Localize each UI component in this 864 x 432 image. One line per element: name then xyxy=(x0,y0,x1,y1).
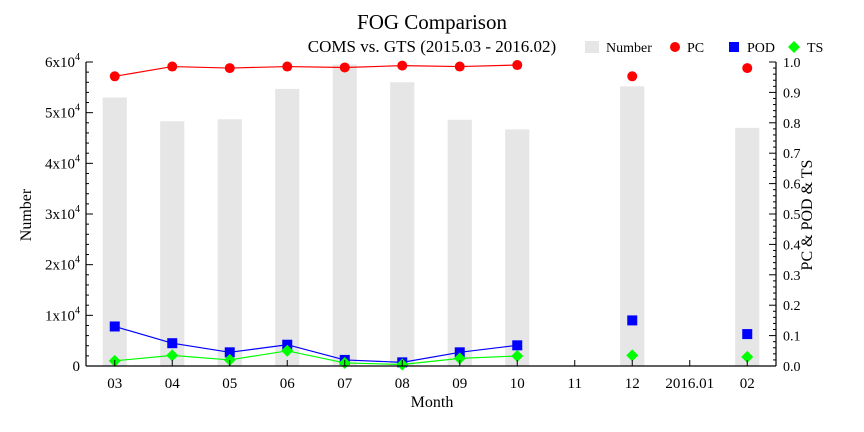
point-pod-10 xyxy=(512,340,523,351)
chart-subtitle: COMS vs. GTS (2015.03 - 2016.02) xyxy=(308,37,556,56)
point-ts-06 xyxy=(281,344,294,357)
tick-labels: 0 1x104 2x104 3x104 4x104 5x104 6x104 0.0 0.1 0.2… xyxy=(45,52,801,392)
point-pod-03 xyxy=(109,321,120,332)
marker-series xyxy=(108,60,754,371)
x-tick-label: 10 xyxy=(510,376,525,392)
point-pc-02 xyxy=(742,63,753,74)
line-ts xyxy=(114,350,518,366)
line-series xyxy=(114,64,518,366)
point-pc-03 xyxy=(109,71,120,82)
y-right-tick-label: 0.9 xyxy=(783,86,801,101)
point-pod-06 xyxy=(282,339,293,350)
bar-06 xyxy=(275,88,300,366)
x-tick-label: 07 xyxy=(337,376,353,392)
point-pod-09 xyxy=(454,347,465,358)
point-ts-02 xyxy=(741,350,754,363)
legend-marker-pc xyxy=(670,42,680,52)
y-left-tick-label: 3x104 xyxy=(45,204,80,223)
point-pc-09 xyxy=(454,61,465,72)
bar-05 xyxy=(217,119,242,367)
y-left-tick-label: 1x104 xyxy=(45,305,80,324)
point-pod-05 xyxy=(224,347,235,358)
point-ts-04 xyxy=(166,349,179,362)
legend-marker-pod xyxy=(729,42,739,52)
x-tick-label: 2016.01 xyxy=(665,376,714,392)
point-pc-05 xyxy=(224,63,235,74)
y-right-tick-label: 0.3 xyxy=(783,269,801,284)
y-left-tick-label: 6x104 xyxy=(45,52,80,71)
legend-label-pod: POD xyxy=(747,41,775,56)
y-axis-left-label: Number xyxy=(18,188,35,241)
y-right-tick-label: 0.0 xyxy=(783,360,801,375)
legend-label-number: Number xyxy=(606,41,652,56)
x-tick-label: 12 xyxy=(625,376,640,392)
x-tick-label: 11 xyxy=(568,376,582,392)
y-left-tick-label: 4x104 xyxy=(45,153,80,172)
legend-label-ts: TS xyxy=(807,41,823,56)
point-pod-12 xyxy=(627,315,638,326)
point-ts-05 xyxy=(223,353,236,366)
bar-04 xyxy=(160,121,185,366)
x-tick-label: 02 xyxy=(740,376,755,392)
point-ts-12 xyxy=(626,349,639,362)
y-right-tick-label: 0.4 xyxy=(783,238,801,253)
y-right-tick-label: 0.7 xyxy=(783,147,801,162)
point-ts-10 xyxy=(511,349,524,362)
legend: Number PC POD TS xyxy=(585,41,823,56)
x-tick-label: 09 xyxy=(452,376,467,392)
point-pc-08 xyxy=(397,60,408,71)
x-axis-label: Month xyxy=(411,394,454,411)
point-pod-02 xyxy=(742,329,753,340)
y-left-tick-label: 0 xyxy=(73,359,81,375)
bar-08 xyxy=(390,82,415,367)
x-tick-label: 04 xyxy=(165,376,181,392)
line-pc xyxy=(114,64,518,77)
bar-07 xyxy=(332,64,357,367)
y-axis-right-label: PC & POD & TS xyxy=(799,160,816,271)
point-pc-04 xyxy=(167,61,178,72)
line-pod xyxy=(114,325,518,363)
axes xyxy=(85,61,777,367)
x-tick-label: 06 xyxy=(280,376,296,392)
bar-02 xyxy=(735,127,760,366)
y-right-tick-label: 0.6 xyxy=(783,178,801,193)
point-pc-06 xyxy=(282,61,293,72)
point-pc-07 xyxy=(339,62,350,73)
point-ts-09 xyxy=(453,352,466,365)
y-right-tick-label: 0.2 xyxy=(783,299,801,314)
legend-marker-ts xyxy=(788,41,800,53)
point-pc-12 xyxy=(627,71,638,82)
bar-03 xyxy=(102,97,127,366)
x-tick-label: 05 xyxy=(222,376,237,392)
bar-series-number xyxy=(102,64,760,367)
chart-title: FOG Comparison xyxy=(357,10,507,34)
point-pod-04 xyxy=(167,338,178,349)
bar-10 xyxy=(505,129,530,366)
y-right-tick-label: 0.5 xyxy=(783,208,801,223)
x-tick-label: 03 xyxy=(107,376,122,392)
y-right-tick-label: 1.0 xyxy=(783,56,801,71)
legend-swatch-number xyxy=(585,41,599,53)
y-left-tick-label: 5x104 xyxy=(45,103,80,122)
legend-label-pc: PC xyxy=(687,41,704,56)
y-right-tick-label: 0.8 xyxy=(783,117,801,132)
y-left-tick-label: 2x104 xyxy=(45,255,80,274)
point-pc-10 xyxy=(512,60,523,71)
bar-09 xyxy=(447,119,472,366)
x-tick-label: 08 xyxy=(395,376,410,392)
y-right-tick-label: 0.1 xyxy=(783,330,801,345)
